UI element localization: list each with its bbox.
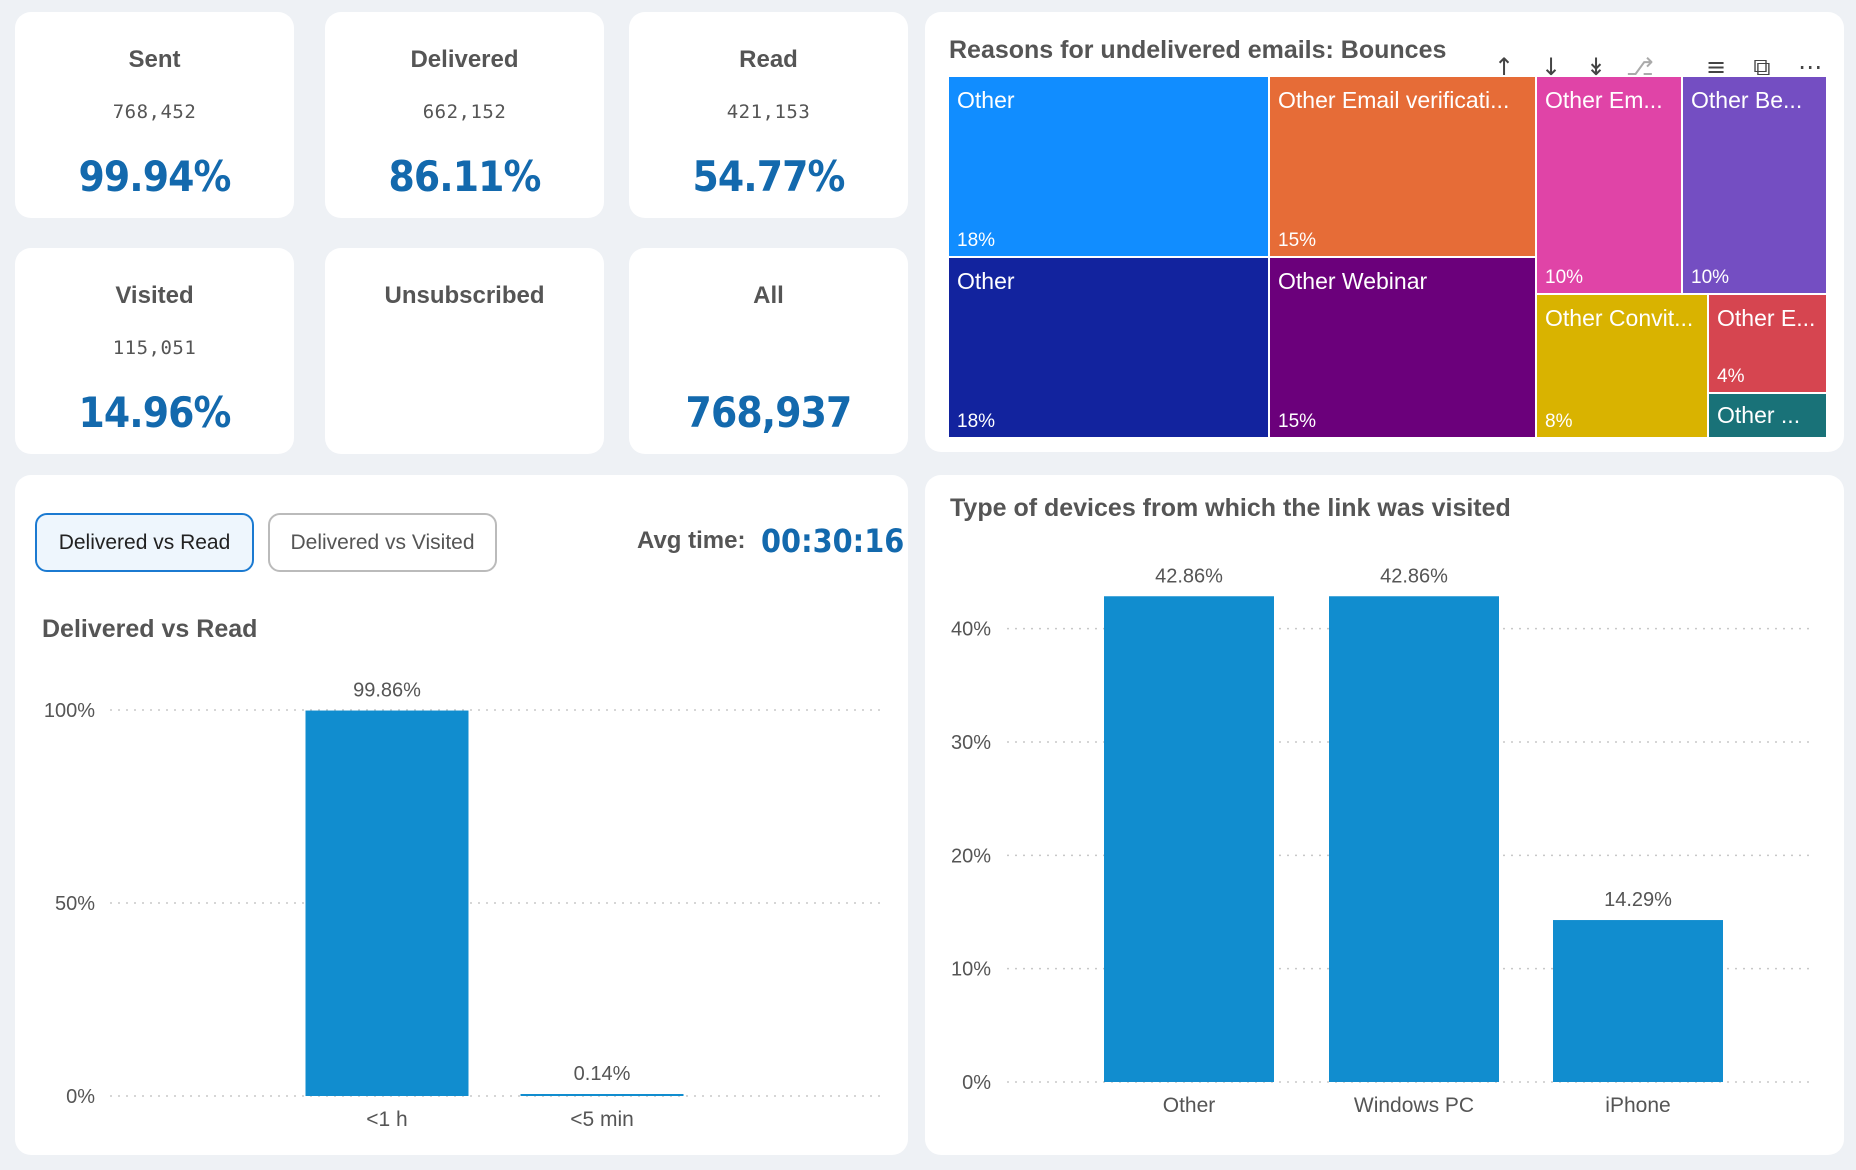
tile-label: Other Be...: [1691, 87, 1803, 113]
tile-label: Other Convit...: [1545, 305, 1694, 331]
kpi-percent: 54.77%: [692, 152, 845, 201]
tab-delivered-vs-visited[interactable]: Delivered vs Visited: [268, 513, 497, 572]
tile-label: Other ...: [1717, 402, 1801, 428]
treemap-tile[interactable]: Other ...: [1708, 393, 1827, 438]
kpi-total: 768,937: [685, 388, 853, 437]
treemap-tile[interactable]: Other Convit... 8%: [1536, 294, 1708, 438]
kpi-card-all: All 768,937: [629, 248, 908, 454]
tile-value: 10%: [1691, 267, 1730, 288]
avg-time-value: 00:30:16: [761, 522, 905, 560]
kpi-card-delivered: Delivered 662,152 86.11%: [325, 12, 604, 218]
kpi-card-visited: Visited 115,051 14.96%: [15, 248, 294, 454]
treemap-tile[interactable]: Other Em... 10%: [1536, 76, 1682, 294]
treemap-tile[interactable]: Other Email verificati... 15%: [1269, 76, 1536, 257]
tile-value: 18%: [957, 230, 996, 251]
treemap-tile[interactable]: Other Webinar 15%: [1269, 257, 1536, 438]
data-label: 0.14%: [574, 1063, 631, 1085]
kpi-percent: 86.11%: [388, 152, 541, 201]
kpi-title: Visited: [115, 282, 194, 309]
data-label: 42.86%: [1155, 565, 1223, 587]
tile-label: Other: [957, 87, 1015, 113]
kpi-card-sent: Sent 768,452 99.94%: [15, 12, 294, 218]
tile-label: Other: [957, 268, 1015, 294]
y-tick-label: 0%: [962, 1072, 991, 1094]
kpi-title: Sent: [128, 46, 181, 73]
x-tick-label: iPhone: [1605, 1094, 1670, 1117]
devices-chart: 0% 10% 20% 30% 40% 42.86% Other 42.86% Windows P…: [951, 565, 1810, 1117]
y-tick-label: 0%: [66, 1086, 95, 1108]
y-tick-label: 10%: [951, 959, 991, 981]
x-tick-label: Windows PC: [1354, 1094, 1474, 1117]
tile-value: 15%: [1278, 411, 1317, 432]
bar: [520, 1094, 684, 1096]
tile-value: 15%: [1278, 230, 1317, 251]
tile-value: 10%: [1545, 267, 1584, 288]
double-arrow-down-icon[interactable]: ↡: [1585, 53, 1607, 81]
y-tick-label: 20%: [951, 845, 991, 867]
tile-label: Other E...: [1717, 305, 1816, 331]
treemap-title: Reasons for undelivered emails: Bounces: [949, 36, 1447, 64]
data-label: 14.29%: [1604, 889, 1672, 911]
kpi-count: 768,452: [112, 101, 197, 123]
kpi-count: 662,152: [422, 101, 507, 123]
bar: [1553, 920, 1723, 1082]
kpi-card-unsubscribed: Unsubscribed: [325, 248, 604, 454]
bar: [1104, 596, 1274, 1082]
kpi-title: Unsubscribed: [384, 282, 545, 309]
bar: [1329, 596, 1499, 1082]
y-tick-label: 100%: [44, 700, 95, 722]
kpi-title: Delivered: [410, 46, 519, 73]
arrow-down-icon[interactable]: ↓: [1540, 53, 1562, 81]
x-tick-label: <5 min: [570, 1108, 634, 1131]
treemap-tile[interactable]: Other E... 4%: [1708, 294, 1827, 393]
treemap-panel: Reasons for undelivered emails: Bounces …: [925, 12, 1844, 452]
y-tick-label: 30%: [951, 732, 991, 754]
data-label: 99.86%: [353, 680, 421, 702]
read-chart-title: Delivered vs Read: [42, 615, 258, 643]
kpi-percent: 99.94%: [78, 152, 231, 201]
delivered-vs-read-chart: 0% 50% 100% 99.86% <1 h 0.14% <5 min: [44, 680, 883, 1131]
treemap-tile[interactable]: Other Be... 10%: [1682, 76, 1827, 294]
y-tick-label: 40%: [951, 619, 991, 641]
x-tick-label: <1 h: [366, 1108, 407, 1131]
tile-label: Other Email verificati...: [1278, 87, 1510, 113]
y-tick-label: 50%: [55, 893, 95, 915]
data-label: 42.86%: [1380, 565, 1448, 587]
kpi-title: All: [753, 282, 784, 309]
devices-chart-title: Type of devices from which the link was …: [950, 494, 1511, 522]
tab-delivered-vs-read[interactable]: Delivered vs Read: [35, 513, 254, 572]
x-tick-label: Other: [1163, 1094, 1216, 1117]
focus-mode-icon[interactable]: ⧉: [1753, 53, 1771, 81]
tile-value: 4%: [1717, 366, 1745, 387]
treemap-tile[interactable]: Other 18%: [948, 76, 1269, 257]
arrow-up-icon[interactable]: ↑: [1493, 53, 1515, 81]
tile-value: 18%: [957, 411, 996, 432]
tile-label: Other Webinar: [1278, 268, 1428, 294]
bar: [305, 710, 469, 1096]
tile-label: Other Em...: [1545, 87, 1663, 113]
kpi-count: 421,153: [726, 101, 811, 123]
kpi-percent: 14.96%: [78, 388, 231, 437]
kpi-card-read: Read 421,153 54.77%: [629, 12, 908, 218]
filter-icon[interactable]: ≡: [1705, 53, 1727, 81]
kpi-count: 115,051: [112, 337, 197, 359]
treemap-tile[interactable]: Other 18%: [948, 257, 1269, 438]
kpi-title: Read: [739, 46, 798, 73]
tile-value: 8%: [1545, 411, 1573, 432]
avg-time-label: Avg time:: [637, 527, 746, 554]
